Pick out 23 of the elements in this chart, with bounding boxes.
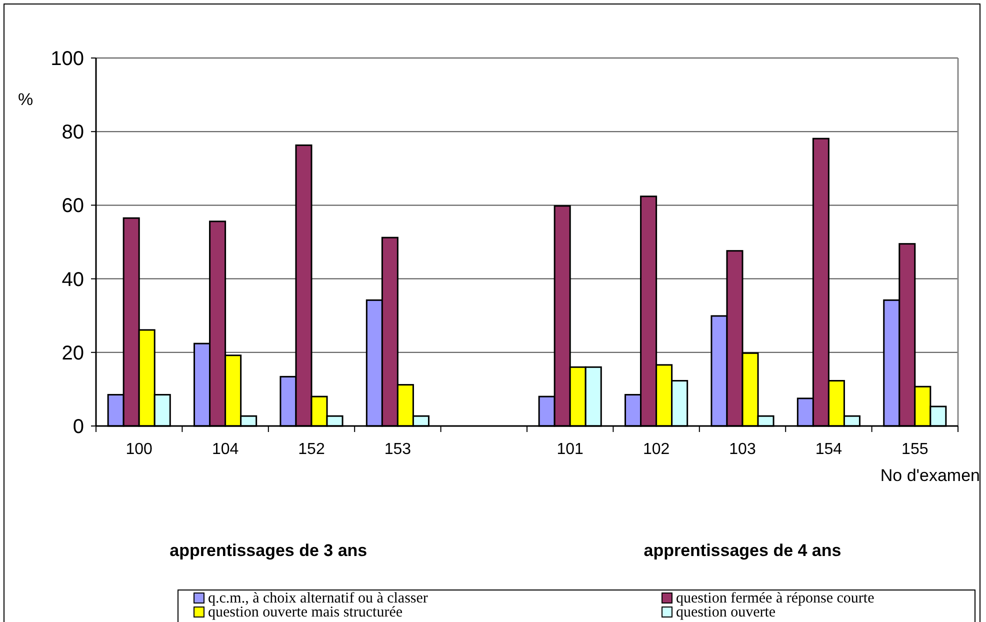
x-tick-label: 100 — [126, 441, 153, 458]
legend-label: question ouverte mais structurée — [208, 604, 403, 620]
x-axis-title: No d'examen — [880, 466, 980, 485]
x-tick-label: 153 — [384, 441, 412, 458]
x-tick-label: 103 — [729, 441, 756, 458]
x-tick-label: 155 — [902, 441, 928, 458]
x-tick-label: 101 — [556, 441, 584, 458]
text: apprentissages de 4 ans — [644, 541, 842, 560]
y-tick-label: 40 — [62, 268, 84, 291]
x-tick-label: 154 — [815, 441, 842, 458]
x-tick-label: 102 — [642, 441, 670, 458]
y-tick-label: 60 — [62, 195, 84, 218]
text: apprentissages de 3 ans — [170, 541, 368, 560]
y-tick-label: 0 — [72, 416, 84, 438]
y-tick-label: 80 — [62, 122, 84, 144]
y-tick-label: 100 — [50, 48, 84, 70]
x-tick-label: 152 — [298, 441, 325, 458]
legend-label: question ouverte — [676, 604, 776, 620]
legend-label: q.c.m., à choix alternatif ou à classer — [208, 590, 428, 606]
x-tick-label: 104 — [212, 441, 239, 458]
legend-label: question fermée à réponse courte — [676, 590, 875, 606]
y-axis-title: % — [18, 90, 34, 109]
y-tick-label: 20 — [62, 342, 84, 364]
